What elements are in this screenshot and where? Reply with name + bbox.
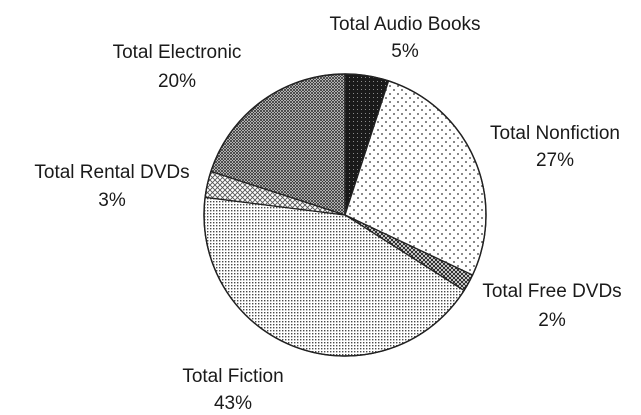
pie-outline [203, 73, 487, 357]
label-electronic-value: 20% [158, 71, 196, 92]
label-rental-dvds-name: Total Rental DVDs [34, 162, 189, 183]
label-electronic-name: Total Electronic [113, 42, 242, 63]
pie-labels: Total Audio Books 5% Total Nonfiction 27… [34, 14, 621, 414]
label-rental-dvds-value: 3% [98, 190, 126, 211]
label-audio-books-name: Total Audio Books [329, 14, 480, 35]
label-free-dvds-value: 2% [538, 310, 566, 331]
label-free-dvds-name: Total Free DVDs [482, 281, 621, 302]
label-fiction-name: Total Fiction [182, 366, 283, 387]
label-nonfiction-value: 27% [536, 150, 574, 171]
pie-slices [203, 73, 487, 357]
label-audio-books-value: 5% [391, 41, 419, 62]
label-nonfiction-name: Total Nonfiction [490, 123, 620, 144]
label-fiction-value: 43% [214, 393, 252, 414]
